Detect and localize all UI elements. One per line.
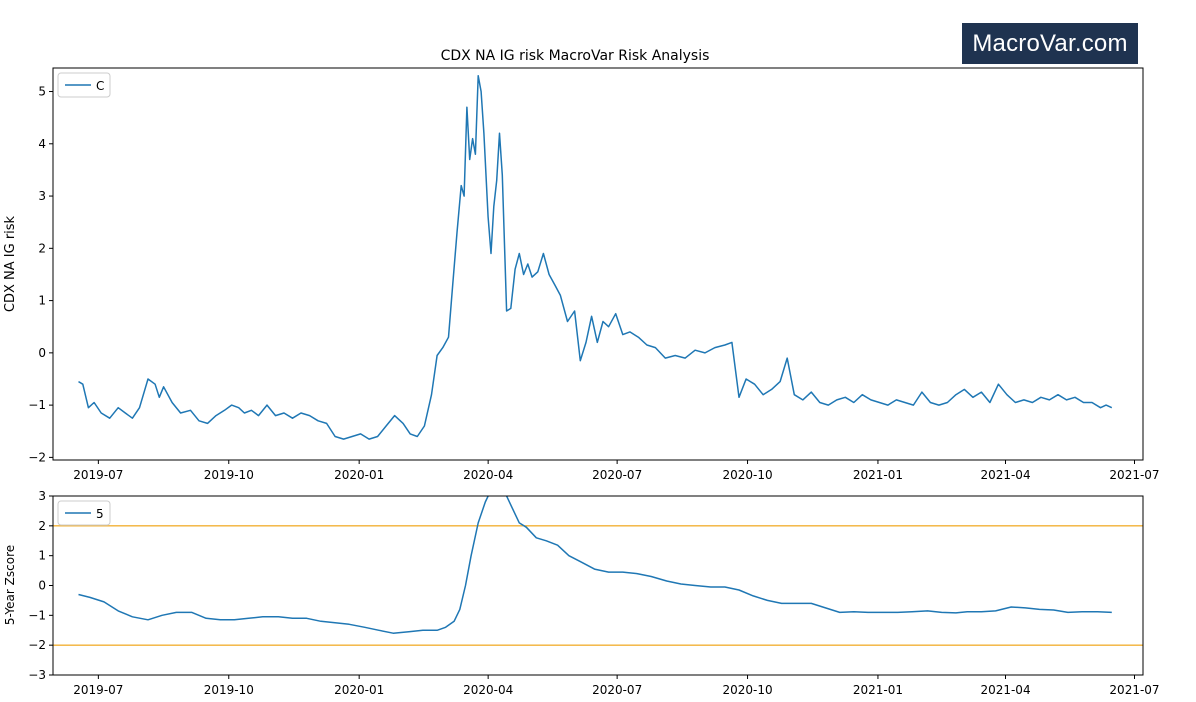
top-panel: −2 −1 0 1 2 3 4 5 2019-07 2019-10 2020-01 2020-04 20… bbox=[28, 67, 1160, 482]
x-tick-label: 2021-04 bbox=[980, 468, 1030, 482]
plot-frame bbox=[52, 495, 1144, 676]
legend: C bbox=[57, 72, 111, 98]
x-tick-label: 2021-04 bbox=[980, 683, 1030, 697]
y-tick-label: 2 bbox=[38, 519, 46, 533]
x-tick-label: 2020-04 bbox=[463, 468, 513, 482]
series-line-C bbox=[78, 75, 1113, 440]
y-tick-label: 4 bbox=[38, 137, 46, 151]
y-tick-label: 3 bbox=[38, 189, 46, 203]
x-tick-label: 2021-01 bbox=[853, 468, 903, 482]
y-tick-label: 1 bbox=[38, 549, 46, 563]
x-tick-label: 2019-10 bbox=[204, 468, 254, 482]
x-tick-label: 2020-04 bbox=[463, 683, 513, 697]
x-tick-label: 2020-07 bbox=[592, 683, 642, 697]
x-tick-label: 2020-01 bbox=[334, 468, 384, 482]
y-tick-label: 1 bbox=[38, 294, 46, 308]
bottom-panel: −3 −2 −1 0 1 2 3 2019-07 2019-10 2020-01 2020-04 20… bbox=[28, 489, 1159, 697]
x-tick-label: 2021-07 bbox=[1109, 683, 1159, 697]
series-line-5 bbox=[78, 496, 1112, 634]
y-tick-label: −1 bbox=[28, 608, 46, 622]
x-tick-label: 2020-10 bbox=[722, 468, 772, 482]
y-tick-label: 3 bbox=[38, 489, 46, 503]
y-tick-label: 5 bbox=[38, 85, 46, 99]
macrovar-logo: MacroVar.com bbox=[962, 23, 1138, 64]
x-tick-label: 2020-07 bbox=[592, 468, 642, 482]
y-tick-label: −1 bbox=[28, 398, 46, 412]
y-tick-label: 2 bbox=[38, 241, 46, 255]
x-tick-label: 2020-10 bbox=[722, 683, 772, 697]
y-tick-label: −3 bbox=[28, 668, 46, 682]
plot-frame bbox=[52, 67, 1144, 461]
y-tick-label: 0 bbox=[38, 346, 46, 360]
x-tick-label: 2019-07 bbox=[73, 683, 123, 697]
bottom-y-axis-label: 5-Year Zscore bbox=[3, 545, 17, 625]
legend-label: C bbox=[96, 79, 104, 93]
brand-logo-text: MacroVar.com bbox=[972, 29, 1128, 57]
legend: 5 bbox=[57, 500, 111, 526]
top-y-axis-label: CDX NA IG risk bbox=[3, 215, 18, 312]
legend-label: 5 bbox=[96, 507, 104, 521]
x-tick-label: 2021-01 bbox=[853, 683, 903, 697]
x-tick-label: 2019-10 bbox=[204, 683, 254, 697]
chart-title: CDX NA IG risk MacroVar Risk Analysis bbox=[441, 48, 710, 64]
y-tick-label: 0 bbox=[38, 579, 46, 593]
x-tick-label: 2021-07 bbox=[1109, 468, 1159, 482]
y-tick-label: −2 bbox=[28, 450, 46, 464]
x-tick-label: 2020-01 bbox=[334, 683, 384, 697]
y-tick-label: −2 bbox=[28, 638, 46, 652]
x-tick-label: 2019-07 bbox=[73, 468, 123, 482]
